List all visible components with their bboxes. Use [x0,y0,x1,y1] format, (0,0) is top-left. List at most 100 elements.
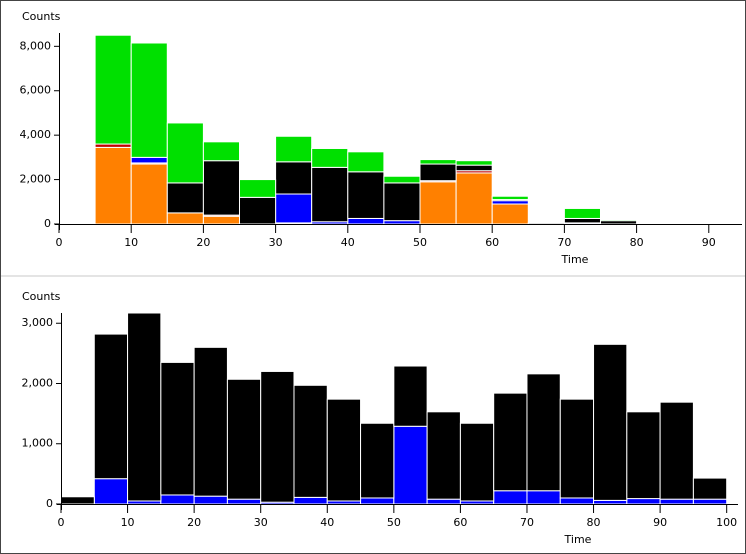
bar-segment [455,160,493,166]
bar-segment [426,411,461,500]
x-tick-label: 0 [58,516,65,529]
x-tick-label: 40 [320,516,334,529]
y-tick-label: 0 [44,217,51,230]
bar-segment [659,401,694,500]
bar-segment [93,333,129,480]
bar-segment [692,498,728,505]
x-tick-label: 40 [341,236,355,249]
y-tick-label: 0 [46,497,53,510]
y-tick-label: 4,000 [20,128,52,141]
bar-segment [563,217,601,224]
bar-segment [491,195,529,201]
bar-segment [160,361,195,496]
bar-segment [226,498,262,505]
x-tick-label: 70 [557,236,571,249]
bar-segment [491,203,529,225]
bar-segment [202,215,240,225]
bar-segment [347,217,385,225]
y-tick-label: 6,000 [20,84,52,97]
bar-segment [311,147,349,168]
x-tick-label: 60 [485,236,499,249]
bar-segment [419,181,457,225]
bar-segment [293,496,328,505]
bar-segment [426,498,461,505]
x-axis-label: Time [564,533,592,546]
x-tick-label: 50 [413,236,427,249]
bar-segment [293,384,328,498]
y-tick-label: 8,000 [20,39,52,52]
bar-segment [455,164,493,172]
x-tick-label: 30 [254,516,268,529]
bar-segment [383,175,421,184]
bar-segment [193,346,228,497]
bar-segment [393,365,428,427]
bar-segment [347,151,385,173]
x-tick-label: 20 [187,516,201,529]
bar-segment [559,497,595,505]
bar-segment [260,370,295,503]
bar-segment [526,373,561,492]
x-tick-label: 90 [653,516,667,529]
bar-segment [563,207,601,219]
y-tick-label: 3,000 [22,316,54,329]
bar-segment [202,141,240,162]
bar-segment [419,163,457,182]
x-tick-label: 10 [124,236,138,249]
x-tick-label: 60 [453,516,467,529]
bar-segment [383,182,421,222]
bar-segment [275,161,313,195]
bar-segment [526,490,561,505]
y-axis-label: Counts [22,10,61,23]
bar-segment [326,398,362,502]
bar-segment [166,122,204,184]
bar-segment [527,222,565,225]
bar-segment [238,179,277,198]
bar-segment [419,159,457,165]
bar-segment [275,193,313,224]
bar-segment [599,219,638,222]
bar-segment [127,312,162,502]
bar-segment [393,425,428,505]
x-tick-label: 20 [196,236,210,249]
bar-segment [626,411,661,500]
bar-segment [360,422,395,499]
bar-segment [60,496,95,505]
bar-segment [193,495,228,505]
x-tick-label: 80 [587,516,601,529]
x-tick-label: 30 [269,236,283,249]
bar-segment [275,135,313,163]
bar-segment [160,494,195,505]
bar-segment [692,477,728,500]
bar-segment [593,343,628,501]
bar-segment [94,146,132,225]
y-tick-label: 2,000 [22,376,54,389]
bar-segment [130,163,168,225]
bar-segment [455,172,493,225]
x-tick-label: 80 [630,236,644,249]
bar-segment [593,499,628,505]
bar-segment [226,378,262,500]
bar-segment [347,171,385,219]
bar-segment [459,422,495,502]
bar-segment [166,182,204,214]
y-axis-label: Counts [22,290,61,303]
x-tick-label: 100 [716,516,737,529]
bar-segment [360,497,395,505]
bar-segment [238,196,277,225]
x-tick-label: 10 [121,516,135,529]
bar-segment [559,398,595,499]
x-axis-label: Time [561,253,589,266]
bar-segment [493,490,528,505]
y-tick-label: 1,000 [22,437,54,450]
y-tick-label: 2,000 [20,173,52,186]
x-tick-label: 70 [520,516,534,529]
bar-segment [493,392,528,492]
bar-segment [166,212,204,225]
bar-segment [202,160,240,216]
bar-segment [311,166,349,223]
bar-segment [130,42,168,158]
x-tick-label: 90 [702,236,716,249]
bar-segment [94,34,132,145]
